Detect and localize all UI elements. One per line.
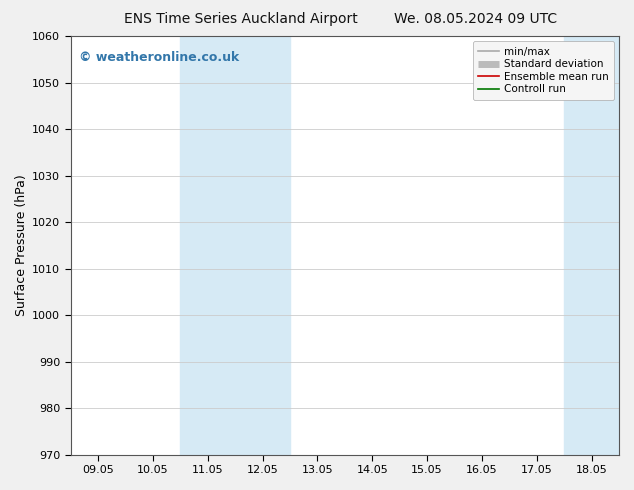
Y-axis label: Surface Pressure (hPa): Surface Pressure (hPa): [15, 174, 28, 316]
Legend: min/max, Standard deviation, Ensemble mean run, Controll run: min/max, Standard deviation, Ensemble me…: [472, 41, 614, 99]
Bar: [564, 36, 619, 455]
Bar: [180, 36, 290, 455]
Text: ENS Time Series Auckland Airport: ENS Time Series Auckland Airport: [124, 12, 358, 26]
Text: © weatheronline.co.uk: © weatheronline.co.uk: [79, 51, 239, 64]
Text: We. 08.05.2024 09 UTC: We. 08.05.2024 09 UTC: [394, 12, 557, 26]
